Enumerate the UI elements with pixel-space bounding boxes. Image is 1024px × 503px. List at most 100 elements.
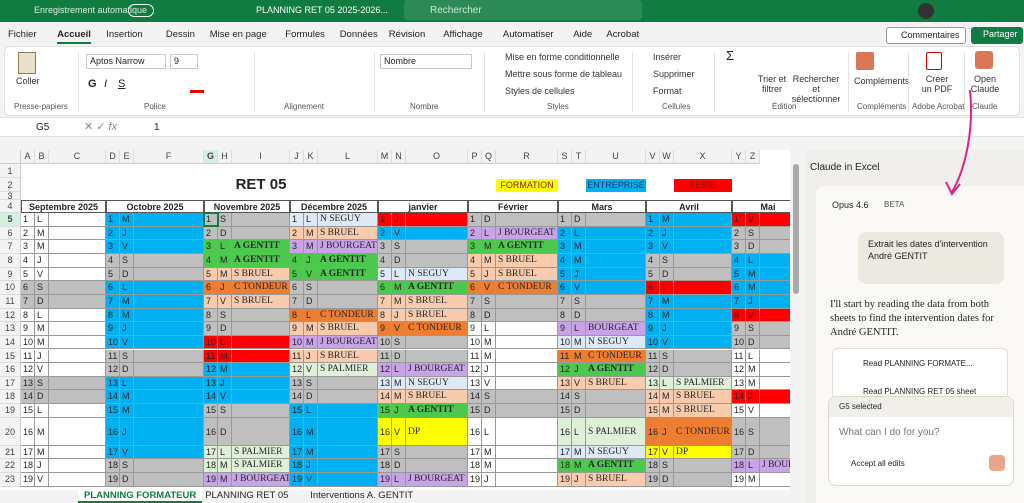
intervenant-cell[interactable] <box>49 335 106 350</box>
weekday[interactable]: D <box>746 445 760 460</box>
intervenant-cell[interactable] <box>49 322 106 336</box>
intervenant-cell[interactable] <box>134 281 204 295</box>
intervenant-cell[interactable] <box>232 349 290 364</box>
day-number[interactable]: 13 <box>646 376 660 391</box>
day-number[interactable]: 15 <box>646 404 660 418</box>
day-number[interactable]: 5 <box>106 267 120 282</box>
weekday[interactable]: S <box>660 349 674 364</box>
weekday[interactable]: S <box>392 445 406 460</box>
day-number[interactable]: 6 <box>204 281 218 295</box>
weekday[interactable]: M <box>218 267 232 282</box>
menu-tab[interactable]: Acrobat <box>606 29 640 40</box>
weekday[interactable]: L <box>482 417 496 446</box>
day-number[interactable]: 11 <box>290 349 304 364</box>
day-number[interactable]: 7 <box>646 294 660 309</box>
insert-button[interactable]: Insérer <box>653 52 682 62</box>
intervenant-cell[interactable] <box>318 417 378 446</box>
prompt-input[interactable]: What can I do for you? <box>839 427 940 438</box>
weekday[interactable]: D <box>120 267 134 282</box>
weekday[interactable]: M <box>218 253 232 268</box>
accept-edits[interactable]: Accept all edits <box>851 459 905 468</box>
weekday[interactable]: L <box>660 281 674 295</box>
column-header[interactable]: P <box>468 150 482 164</box>
day-number[interactable]: 9 <box>646 322 660 336</box>
day-number[interactable]: 2 <box>468 226 482 241</box>
intervenant-cell[interactable] <box>760 281 790 295</box>
day-number[interactable]: 2 <box>378 226 392 241</box>
weekday[interactable]: D <box>482 308 496 323</box>
intervenant-cell[interactable] <box>406 459 468 474</box>
row-header[interactable]: 21 <box>0 445 21 460</box>
day-number[interactable]: 16 <box>732 417 746 446</box>
column-header[interactable]: Y <box>732 150 746 164</box>
column-header[interactable]: R <box>496 150 558 164</box>
weekday[interactable]: M <box>660 213 674 227</box>
day-number[interactable]: 12 <box>732 363 746 377</box>
row-header[interactable]: 14 <box>0 335 21 350</box>
weekday[interactable]: M <box>660 390 674 405</box>
weekday[interactable]: M <box>218 473 232 487</box>
row-header[interactable]: 8 <box>0 253 21 268</box>
column-header[interactable]: X <box>674 150 732 164</box>
intervenant-cell[interactable] <box>674 459 732 474</box>
intervenant-cell[interactable] <box>406 213 468 227</box>
day-number[interactable]: 13 <box>732 376 746 391</box>
weekday[interactable]: M <box>120 390 134 405</box>
intervenant-cell[interactable]: N SEGUY <box>406 267 468 282</box>
day-number[interactable]: 3 <box>732 240 746 254</box>
day-number[interactable]: 12 <box>468 363 482 377</box>
formula-value[interactable]: 1 <box>154 122 160 133</box>
weekday[interactable]: M <box>482 253 496 268</box>
column-header[interactable]: C <box>49 150 106 164</box>
intervenant-cell[interactable] <box>232 335 290 350</box>
find-button[interactable]: Rechercher et sélectionner <box>791 74 841 104</box>
intervenant-cell[interactable] <box>232 322 290 336</box>
intervenant-cell[interactable] <box>318 459 378 474</box>
intervenant-cell[interactable] <box>674 213 732 227</box>
day-number[interactable]: 18 <box>290 459 304 474</box>
intervenant-cell[interactable]: S PALMIER <box>318 363 378 377</box>
day-number[interactable]: 1 <box>290 213 304 227</box>
intervenant-cell[interactable] <box>760 322 790 336</box>
menu-tab[interactable]: Formules <box>285 29 325 40</box>
weekday[interactable]: L <box>304 404 318 418</box>
row-header[interactable]: 17 <box>0 376 21 391</box>
weekday[interactable]: J <box>572 267 586 282</box>
intervenant-cell[interactable]: S BRUEL <box>586 376 646 391</box>
intervenant-cell[interactable] <box>760 376 790 391</box>
intervenant-cell[interactable] <box>49 459 106 474</box>
day-number[interactable]: 17 <box>290 445 304 460</box>
intervenant-cell[interactable]: J BOURGEAT <box>496 226 558 241</box>
intervenant-cell[interactable] <box>318 445 378 460</box>
day-number[interactable]: 16 <box>468 417 482 446</box>
weekday[interactable]: D <box>218 417 232 446</box>
weekday[interactable]: V <box>660 240 674 254</box>
day-number[interactable]: 19 <box>204 473 218 487</box>
day-number[interactable]: 13 <box>378 376 392 391</box>
intervenant-cell[interactable]: J BOURGEAT <box>406 363 468 377</box>
weekday[interactable]: M <box>35 335 49 350</box>
sheet-title[interactable]: RET 05 <box>235 176 287 193</box>
row-header[interactable]: 10 <box>0 281 21 295</box>
intervenant-cell[interactable]: A GENTIT <box>406 404 468 418</box>
day-number[interactable]: 19 <box>290 473 304 487</box>
day-number[interactable]: 9 <box>106 322 120 336</box>
intervenant-cell[interactable] <box>134 335 204 350</box>
weekday[interactable]: D <box>304 390 318 405</box>
intervenant-cell[interactable] <box>674 473 732 487</box>
column-header[interactable]: K <box>304 150 318 164</box>
day-number[interactable]: 12 <box>204 363 218 377</box>
day-number[interactable]: 19 <box>646 473 660 487</box>
column-header[interactable]: E <box>120 150 134 164</box>
weekday[interactable]: L <box>120 376 134 391</box>
weekday[interactable]: M <box>120 404 134 418</box>
day-number[interactable]: 6 <box>106 281 120 295</box>
day-number[interactable]: 11 <box>204 349 218 364</box>
weekday[interactable]: M <box>120 294 134 309</box>
intervenant-cell[interactable] <box>674 267 732 282</box>
weekday[interactable]: D <box>746 335 760 350</box>
menu-tab[interactable]: Aide <box>573 29 593 40</box>
weekday[interactable]: L <box>572 417 586 446</box>
row-header[interactable]: 18 <box>0 390 21 405</box>
day-number[interactable]: 6 <box>558 281 572 295</box>
